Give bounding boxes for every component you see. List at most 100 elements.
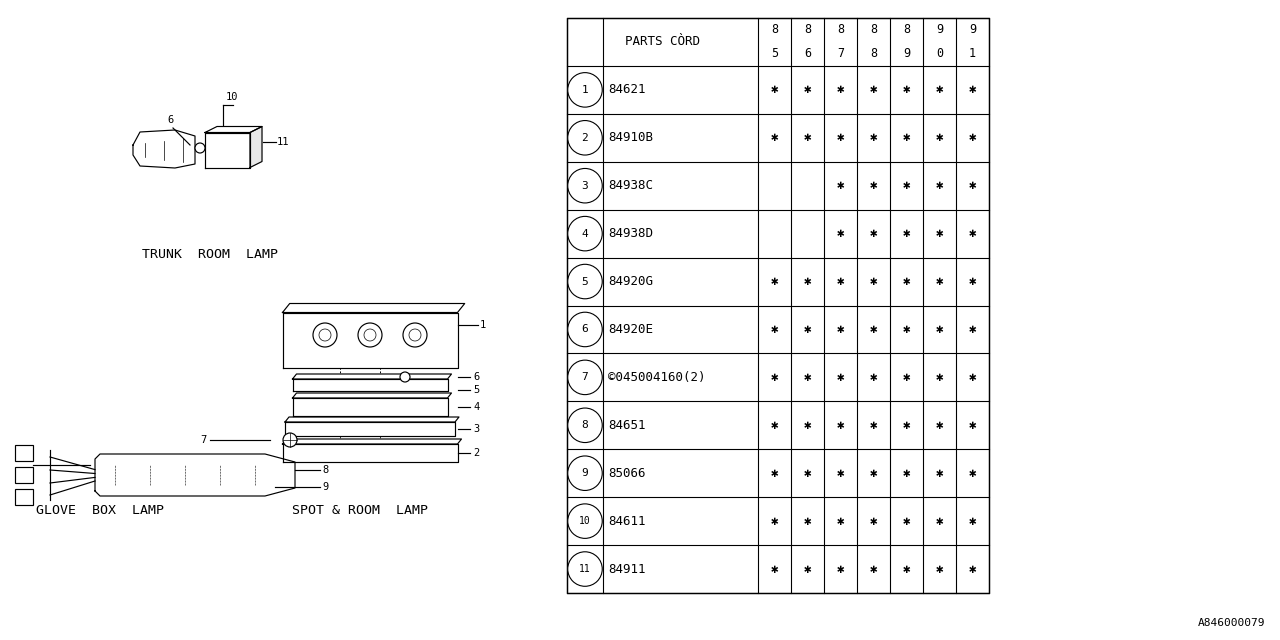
Text: 9: 9 (969, 24, 977, 36)
Text: ✱: ✱ (902, 323, 910, 336)
Text: ✱: ✱ (936, 131, 943, 144)
Text: ✱: ✱ (837, 323, 845, 336)
Text: ✱: ✱ (804, 275, 812, 288)
Text: ✱: ✱ (902, 371, 910, 384)
Text: 4: 4 (581, 228, 589, 239)
Text: 84938D: 84938D (608, 227, 653, 240)
Text: ✱: ✱ (936, 419, 943, 432)
Text: ✱: ✱ (771, 371, 778, 384)
Text: 3: 3 (474, 424, 479, 434)
Text: 7: 7 (837, 47, 844, 60)
Text: ✱: ✱ (902, 515, 910, 527)
Bar (567, 18, 989, 593)
Circle shape (568, 216, 603, 251)
Text: ✱: ✱ (771, 419, 778, 432)
Text: ✱: ✱ (771, 131, 778, 144)
Text: ✱: ✱ (869, 275, 877, 288)
Text: ✱: ✱ (804, 515, 812, 527)
Text: 6: 6 (581, 324, 589, 335)
Polygon shape (285, 417, 460, 422)
Polygon shape (283, 312, 457, 367)
Text: ✱: ✱ (869, 83, 877, 97)
Polygon shape (205, 127, 262, 132)
Text: ✱: ✱ (936, 323, 943, 336)
Text: ✱: ✱ (804, 323, 812, 336)
Text: ✱: ✱ (837, 467, 845, 480)
Text: ✱: ✱ (804, 563, 812, 575)
Polygon shape (283, 303, 465, 312)
Text: ✱: ✱ (869, 515, 877, 527)
Text: ✱: ✱ (969, 467, 977, 480)
Text: ✱: ✱ (936, 467, 943, 480)
Text: ✱: ✱ (804, 131, 812, 144)
Text: ✱: ✱ (869, 323, 877, 336)
Text: 11: 11 (276, 137, 289, 147)
Text: 11: 11 (579, 564, 591, 574)
Text: 6: 6 (168, 115, 174, 125)
Text: ✱: ✱ (771, 467, 778, 480)
Text: ✱: ✱ (936, 227, 943, 240)
Circle shape (319, 329, 332, 341)
Text: ✱: ✱ (837, 515, 845, 527)
Text: 84920E: 84920E (608, 323, 653, 336)
Text: 84938C: 84938C (608, 179, 653, 192)
Circle shape (283, 433, 297, 447)
Text: 9: 9 (323, 482, 328, 492)
Polygon shape (283, 444, 457, 462)
Circle shape (410, 329, 421, 341)
Text: 4: 4 (474, 402, 479, 412)
Text: ✱: ✱ (771, 563, 778, 575)
Text: TRUNK  ROOM  LAMP: TRUNK ROOM LAMP (142, 248, 278, 262)
Circle shape (568, 168, 603, 203)
Text: ✱: ✱ (837, 275, 845, 288)
Text: ✱: ✱ (869, 563, 877, 575)
Text: ✱: ✱ (936, 179, 943, 192)
Text: ✱: ✱ (902, 83, 910, 97)
Text: ✱: ✱ (969, 419, 977, 432)
Circle shape (399, 372, 410, 382)
Text: 8: 8 (870, 47, 877, 60)
Text: ✱: ✱ (902, 275, 910, 288)
Text: 9: 9 (902, 47, 910, 60)
Text: 5: 5 (474, 385, 479, 395)
Text: 84621: 84621 (608, 83, 645, 97)
Bar (15, 467, 33, 483)
Text: 8: 8 (837, 24, 844, 36)
Text: ✱: ✱ (771, 515, 778, 527)
Text: 10: 10 (227, 92, 238, 102)
Text: 3: 3 (581, 180, 589, 191)
Text: 5: 5 (581, 276, 589, 287)
Text: 8: 8 (323, 465, 328, 475)
Text: GLOVE  BOX  LAMP: GLOVE BOX LAMP (36, 504, 164, 516)
Text: 84611: 84611 (608, 515, 645, 527)
Text: ✱: ✱ (936, 515, 943, 527)
Text: ✱: ✱ (936, 83, 943, 97)
Text: ✱: ✱ (969, 515, 977, 527)
Text: ✱: ✱ (869, 371, 877, 384)
Text: ✱: ✱ (969, 563, 977, 575)
Circle shape (568, 456, 603, 490)
Text: ✱: ✱ (869, 179, 877, 192)
Text: ✱: ✱ (969, 323, 977, 336)
Text: 2: 2 (581, 132, 589, 143)
Circle shape (568, 408, 603, 442)
Text: 9: 9 (936, 24, 943, 36)
Text: 10: 10 (579, 516, 591, 526)
Text: 84920G: 84920G (608, 275, 653, 288)
Bar (15, 489, 33, 505)
Circle shape (358, 323, 381, 347)
Text: 8: 8 (804, 24, 812, 36)
Text: ✱: ✱ (837, 83, 845, 97)
Polygon shape (293, 374, 452, 379)
Text: ✱: ✱ (902, 563, 910, 575)
Circle shape (568, 312, 603, 347)
Text: ✱: ✱ (969, 131, 977, 144)
Text: ✱: ✱ (771, 323, 778, 336)
Polygon shape (293, 379, 448, 391)
Text: ✱: ✱ (902, 179, 910, 192)
Text: ✱: ✱ (837, 131, 845, 144)
Text: ✱: ✱ (837, 227, 845, 240)
Polygon shape (250, 127, 262, 168)
Text: ✱: ✱ (902, 131, 910, 144)
Text: ✱: ✱ (902, 227, 910, 240)
